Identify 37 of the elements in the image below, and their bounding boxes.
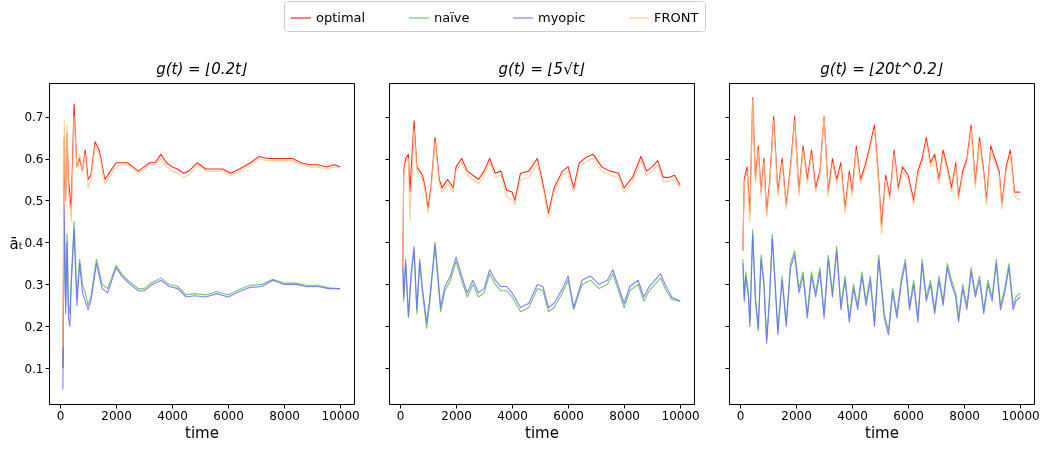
y-tick-label: 0.5	[24, 193, 44, 208]
line-series	[62, 208, 341, 390]
x-tick-label: 4000	[497, 408, 528, 423]
chart-title: g(t) = ⌊5√t⌋	[498, 60, 585, 78]
x-tick-label: 0	[736, 408, 745, 423]
y-tick-label: 0.1	[24, 361, 44, 376]
x-tick-label: 8000	[269, 408, 300, 423]
y-tick-label: 0.6	[24, 152, 44, 167]
x-tick-label: 6000	[893, 408, 924, 423]
x-axis-title: time	[865, 423, 899, 442]
legend-label: myopic	[538, 10, 586, 25]
legend-label: optimal	[316, 10, 366, 25]
x-tick-label: 4000	[837, 408, 868, 423]
x-tick-label: 6000	[553, 408, 584, 423]
x-tick-label: 8000	[949, 408, 980, 423]
x-tick-label: 2000	[781, 408, 812, 423]
x-tick-label: 10000	[321, 408, 360, 423]
x-tick-label: 10000	[661, 408, 700, 423]
x-tick-label: 0	[56, 408, 65, 423]
y-tick-label: 0.3	[24, 277, 44, 292]
legend-label: FRONT	[654, 10, 699, 25]
x-tick-label: 6000	[213, 408, 244, 423]
chart-title: g(t) = ⌊0.2t⌋	[156, 60, 247, 78]
x-axis-title: time	[525, 423, 559, 442]
x-tick-label: 2000	[101, 408, 132, 423]
y-tick-label: 0.4	[24, 235, 44, 250]
y-axis-title: āₜ	[9, 235, 24, 253]
legend-label: naïve	[434, 10, 470, 25]
y-tick-label: 0.7	[24, 110, 44, 125]
x-tick-label: 4000	[157, 408, 188, 423]
chart-title: g(t) = ⌊20t^0.2⌋	[820, 60, 943, 78]
x-tick-label: 8000	[609, 408, 640, 423]
x-tick-label: 2000	[441, 408, 472, 423]
y-tick-label: 0.2	[24, 319, 44, 334]
x-tick-label: 10000	[1001, 408, 1040, 423]
x-tick-label: 0	[396, 408, 405, 423]
x-axis-title: time	[185, 423, 219, 442]
